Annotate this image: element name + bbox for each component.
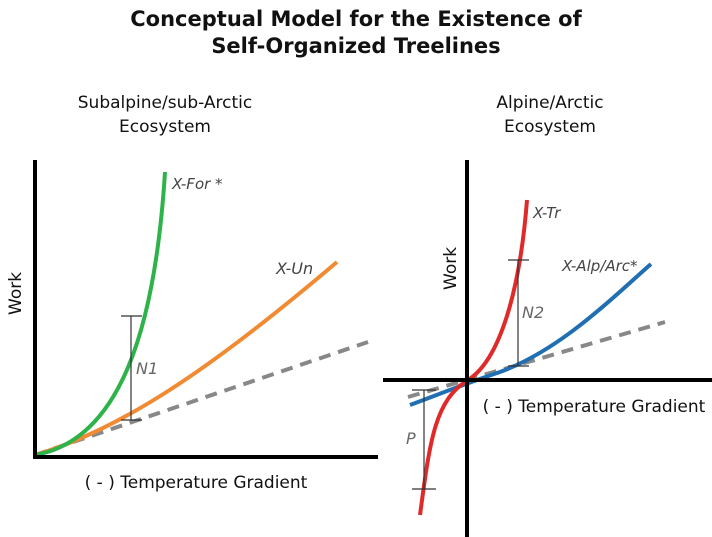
right-y-axis-label: Work: [441, 247, 461, 290]
right-x-axis-label: ( - ) Temperature Gradient: [483, 397, 706, 417]
right-curve-tree: [418, 199, 529, 516]
left-y-axis-label: Work: [6, 272, 26, 315]
left-x-axis-label: ( - ) Temperature Gradient: [85, 473, 308, 493]
right-lower-gap-label: P: [406, 429, 416, 448]
left-gap-bracket: [121, 315, 142, 421]
diagram-title-line1: Conceptual Model for the Existence of: [130, 7, 582, 31]
right-panel-heading-line2: Ecosystem: [504, 117, 596, 137]
diagram-title-line2: Self-Organized Treelines: [211, 34, 501, 58]
left-panel: N1 X-For * X-Un Work ( - ) Temperature G…: [6, 160, 378, 493]
left-axes: [33, 160, 378, 459]
left-curve-forest: [34, 171, 167, 457]
left-panel-heading-line1: Subalpine/sub-Arctic: [77, 93, 253, 113]
right-curve-alpine: [409, 262, 653, 407]
left-curve-unforested: [34, 260, 339, 457]
right-reference-dashed-line: [407, 320, 666, 399]
right-lower-gap-bracket: [412, 389, 436, 490]
right-upper-gap-label: N2: [522, 303, 544, 322]
right-upper-gap-bracket: [508, 259, 529, 367]
right-panel: N2 P X-Tr X-Alp/Arc* Work ( - ) Temperat…: [383, 160, 712, 537]
left-panel-heading-line2: Ecosystem: [119, 117, 211, 137]
right-curve-tree-label: X-Tr: [532, 204, 561, 222]
right-curve-alpine-label: X-Alp/Arc*: [561, 257, 638, 275]
left-curve-unforested-label: X-Un: [275, 259, 313, 278]
right-panel-heading-line1: Alpine/Arctic: [496, 93, 604, 113]
left-curve-forest-label: X-For *: [171, 175, 223, 193]
left-gap-label: N1: [136, 359, 158, 378]
